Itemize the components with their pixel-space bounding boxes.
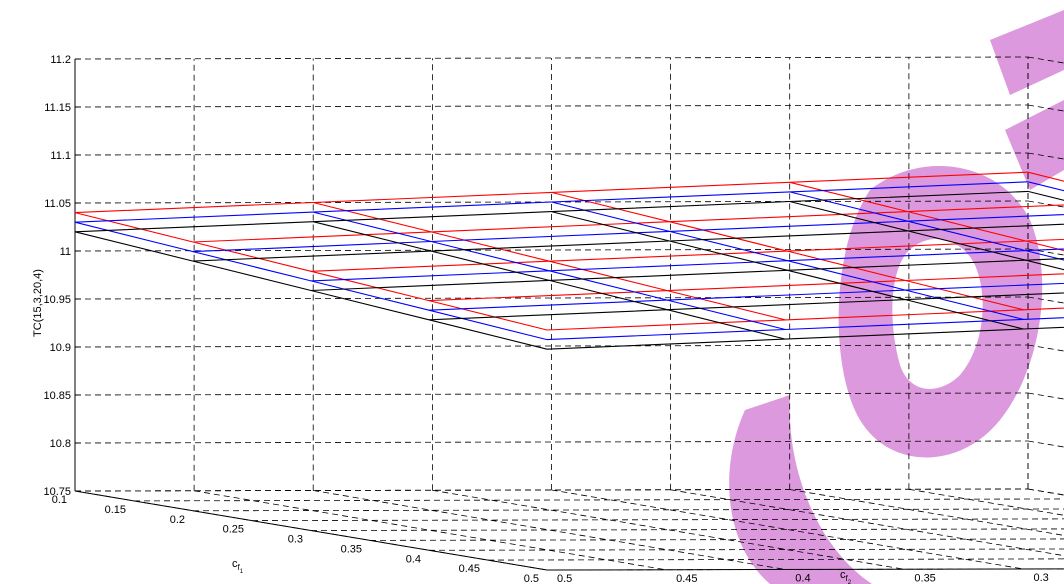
y-axis-label-base: c [840, 569, 846, 581]
surface-mesh-line [428, 282, 1064, 311]
watermark-shape-o [838, 166, 1043, 458]
surface-mesh-line [313, 211, 786, 331]
x-tick-label: 0.5 [524, 573, 539, 584]
surface-mesh-line [74, 231, 548, 350]
floor-gridline [192, 508, 1064, 512]
x-tick-label: 0.2 [170, 514, 185, 526]
floor-gridline [1027, 488, 1064, 496]
side-wall-gridline [1027, 344, 1064, 352]
side-wall-gridline [1027, 440, 1064, 448]
back-wall-gridline [74, 344, 1029, 348]
surface-mesh [74, 171, 1064, 350]
back-wall-gridline [74, 200, 1029, 204]
back-wall-gridline [74, 392, 1029, 396]
surface-series [74, 181, 1064, 341]
back-wall-gridline [74, 248, 1029, 252]
x-axis-label-subsub: 1 [240, 569, 244, 575]
y-axis-label-subsub: 2 [848, 580, 852, 584]
z-axis-label: TC(15,3,20,4) [32, 269, 44, 337]
side-wall-gridline [1027, 488, 1064, 496]
y-tick-label: 0.35 [914, 572, 935, 584]
z-tick-label: 11.1 [50, 150, 71, 162]
surface-mesh-line [551, 191, 1024, 311]
surface-series [74, 171, 1064, 331]
back-wall-gridline [74, 152, 1029, 156]
side-wall-gridline [1027, 392, 1064, 400]
y-tick-label: 0.3 [1034, 572, 1049, 584]
surface-mesh-line [428, 292, 1064, 321]
z-tick-label: 11 [60, 246, 71, 258]
surface-mesh-line [428, 273, 1064, 302]
x-tick-label: 0.4 [406, 553, 421, 565]
z-tick-label: 10.95 [43, 294, 71, 306]
back-wall-gridline [74, 56, 1029, 60]
y-axis-label: cf2 [840, 569, 852, 584]
x-tick-label: 0.25 [223, 524, 244, 536]
back-wall-gridline [74, 440, 1029, 444]
x-tick-label: 0.3 [288, 534, 303, 546]
tick-labels: 10.75 10.8 10.85 10.9 10.95 11 11.05 11.1 11.15 1… [43, 54, 1049, 584]
z-tick-label: 10.75 [43, 486, 71, 498]
x-tick-label: 0.15 [105, 504, 126, 516]
z-tick-label: 11.15 [44, 102, 71, 114]
surface-mesh-line [74, 212, 548, 331]
z-tick-label: 10.8 [50, 438, 71, 450]
y-axis-label-sub: f [846, 574, 849, 583]
surface-mesh-line [789, 191, 1064, 261]
surface-mesh-line [313, 201, 786, 321]
x-axis-line [74, 490, 548, 571]
surface-series [74, 190, 1064, 350]
z-tick-label: 10.9 [50, 342, 71, 354]
back-wall-gridline [74, 296, 1029, 300]
y-tick-label: 0.45 [676, 573, 697, 584]
grid [74, 56, 1064, 571]
surface-mesh-line [789, 181, 1064, 252]
floor-gridline [369, 538, 1064, 541]
back-wall-gridline [74, 488, 1029, 492]
surface-mesh-line [313, 221, 786, 340]
watermark-shape-m [990, 10, 1064, 190]
x-tick-label: 0.45 [459, 563, 480, 575]
surface-mesh-line [551, 201, 1024, 320]
surface-mesh-line [310, 258, 1064, 292]
y-axis-line [546, 568, 1064, 571]
x-tick-label: 0.1 [52, 494, 67, 506]
z-tick-label: 11.05 [44, 198, 71, 210]
z-tick-label: 11.2 [50, 54, 71, 66]
surface-mesh-line [551, 211, 1024, 330]
x-tick-label: 0.35 [341, 543, 362, 555]
back-wall-gridline [74, 104, 1029, 108]
x-axis-label-sub: f [238, 563, 241, 572]
floor-gridline [133, 498, 1064, 502]
surface-mesh-line [74, 221, 548, 341]
surface-mesh-line [789, 200, 1064, 271]
y-tick-label: 0.5 [557, 573, 572, 584]
x-axis-label-base: c [232, 558, 238, 570]
x-axis-label: cf1 [232, 558, 244, 575]
floor-gridline [251, 518, 1064, 521]
z-tick-label: 10.85 [43, 390, 71, 402]
y-tick-label: 0.4 [795, 573, 810, 584]
